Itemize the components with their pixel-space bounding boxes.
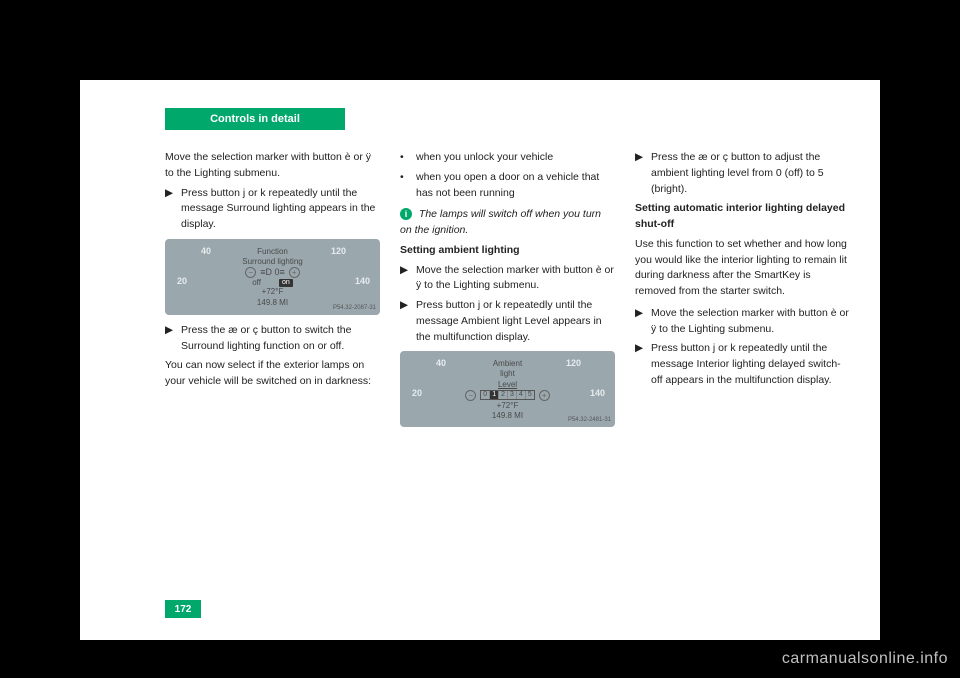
display-temp: +72°F <box>226 287 320 296</box>
display-onoff: off on <box>226 278 320 287</box>
gauge-illustration-ambient: 40 20 120 140 Ambient light Level − 0 1 … <box>400 351 615 427</box>
list-item: • when you open a door on a vehicle that… <box>400 170 615 202</box>
list-text: when you open a door on a vehicle that h… <box>416 170 615 202</box>
tick-label: 120 <box>566 357 581 371</box>
display-level-row: − 0 1 2 3 4 5 + <box>461 390 555 401</box>
minus-icon: − <box>245 267 256 278</box>
page-number-badge: 172 <box>165 600 201 618</box>
list-item: ▶ Move the selection marker with button … <box>400 263 615 295</box>
paragraph: Use this function to set whether and how… <box>635 237 850 300</box>
headlamp-icon: ≡D 0≡ <box>260 267 285 277</box>
list-item: • when you unlock your vehicle <box>400 150 615 166</box>
list-text: Press button j or k repeatedly until the… <box>181 186 380 233</box>
list-text: Press button j or k repeatedly until the… <box>416 298 615 345</box>
info-icon: i <box>400 208 412 220</box>
plus-icon: + <box>289 267 300 278</box>
page-number-text: 172 <box>175 604 192 615</box>
display-line: Level <box>461 380 555 389</box>
note-text: The lamps will switch off when you turn … <box>400 208 601 236</box>
plus-icon: + <box>539 390 550 401</box>
list-text: Press the æ or ç button to adjust the am… <box>651 150 850 197</box>
tick-label: 120 <box>331 245 346 259</box>
list-item: ▶ Press the æ or ç button to adjust the … <box>635 150 850 197</box>
column-middle: • when you unlock your vehicle • when yo… <box>400 150 615 590</box>
bullet-arrow-icon: ▶ <box>635 306 645 338</box>
list-item: ▶ Press button j or k repeatedly until t… <box>635 341 850 388</box>
bullet-arrow-icon: ▶ <box>635 341 645 388</box>
minus-icon: − <box>465 390 476 401</box>
list-text: Press button j or k repeatedly until the… <box>651 341 850 388</box>
tick-label: 140 <box>355 275 370 289</box>
bullet-arrow-icon: ▶ <box>400 298 410 345</box>
level-opt: 4 <box>517 391 526 399</box>
note: i The lamps will switch off when you tur… <box>400 207 615 239</box>
list-text: Move the selection marker with button è … <box>651 306 850 338</box>
subheading: Setting automatic interior lighting dela… <box>635 201 850 233</box>
manual-page: Controls in detail Move the selection ma… <box>80 80 880 640</box>
bullet-arrow-icon: ▶ <box>165 186 175 233</box>
tick-label: 140 <box>590 387 605 401</box>
display-odo: 149.8 MI <box>461 411 555 420</box>
on-label: on <box>279 279 293 287</box>
level-selector: 0 1 2 3 4 5 <box>480 390 534 400</box>
level-opt: 0 <box>481 391 490 399</box>
paragraph: Move the selection marker with button è … <box>165 150 380 182</box>
bullet-dot-icon: • <box>400 170 410 202</box>
gauge-illustration-surround: 40 20 120 140 Function Surround lighting… <box>165 239 380 315</box>
list-item: ▶ Press the æ or ç button to switch the … <box>165 323 380 355</box>
column-right: ▶ Press the æ or ç button to adjust the … <box>635 150 850 590</box>
tick-label: 20 <box>177 275 187 289</box>
gauge-display: Function Surround lighting − ≡D 0≡ + off… <box>226 247 320 308</box>
display-odo: 149.8 MI <box>226 298 320 307</box>
paragraph: You can now select if the exterior lamps… <box>165 358 380 390</box>
watermark: carmanualsonline.info <box>782 650 948 668</box>
level-opt: 3 <box>508 391 517 399</box>
display-temp: +72°F <box>461 401 555 410</box>
level-opt-selected: 1 <box>490 391 499 399</box>
bullet-arrow-icon: ▶ <box>400 263 410 295</box>
list-text: when you unlock your vehicle <box>416 150 553 166</box>
off-label: off <box>252 278 261 287</box>
list-item: ▶ Press button j or k repeatedly until t… <box>165 186 380 233</box>
list-text: Press the æ or ç button to switch the Su… <box>181 323 380 355</box>
bullet-dot-icon: • <box>400 150 410 166</box>
image-reference: P54.32-2087-31 <box>333 304 376 313</box>
tick-label: 40 <box>201 245 211 259</box>
display-line: Surround lighting <box>226 257 320 266</box>
column-left: Move the selection marker with button è … <box>165 150 380 590</box>
display-line: Function <box>226 247 320 256</box>
tick-label: 20 <box>412 387 422 401</box>
list-item: ▶ Press button j or k repeatedly until t… <box>400 298 615 345</box>
level-opt: 2 <box>499 391 508 399</box>
bullet-arrow-icon: ▶ <box>165 323 175 355</box>
gauge-display: Ambient light Level − 0 1 2 3 4 5 + <box>461 359 555 421</box>
image-reference: P54.32-2481-31 <box>568 416 611 425</box>
subheading: Setting ambient lighting <box>400 243 615 259</box>
section-header: Controls in detail <box>165 108 345 130</box>
content-columns: Move the selection marker with button è … <box>165 150 850 590</box>
level-opt: 5 <box>526 391 534 399</box>
list-text: Move the selection marker with button è … <box>416 263 615 295</box>
tick-label: 40 <box>436 357 446 371</box>
list-item: ▶ Move the selection marker with button … <box>635 306 850 338</box>
display-symbols: − ≡D 0≡ + <box>226 267 320 278</box>
bullet-arrow-icon: ▶ <box>635 150 645 197</box>
section-title-text: Controls in detail <box>210 113 300 125</box>
display-line: Ambient <box>461 359 555 368</box>
display-line: light <box>461 369 555 378</box>
